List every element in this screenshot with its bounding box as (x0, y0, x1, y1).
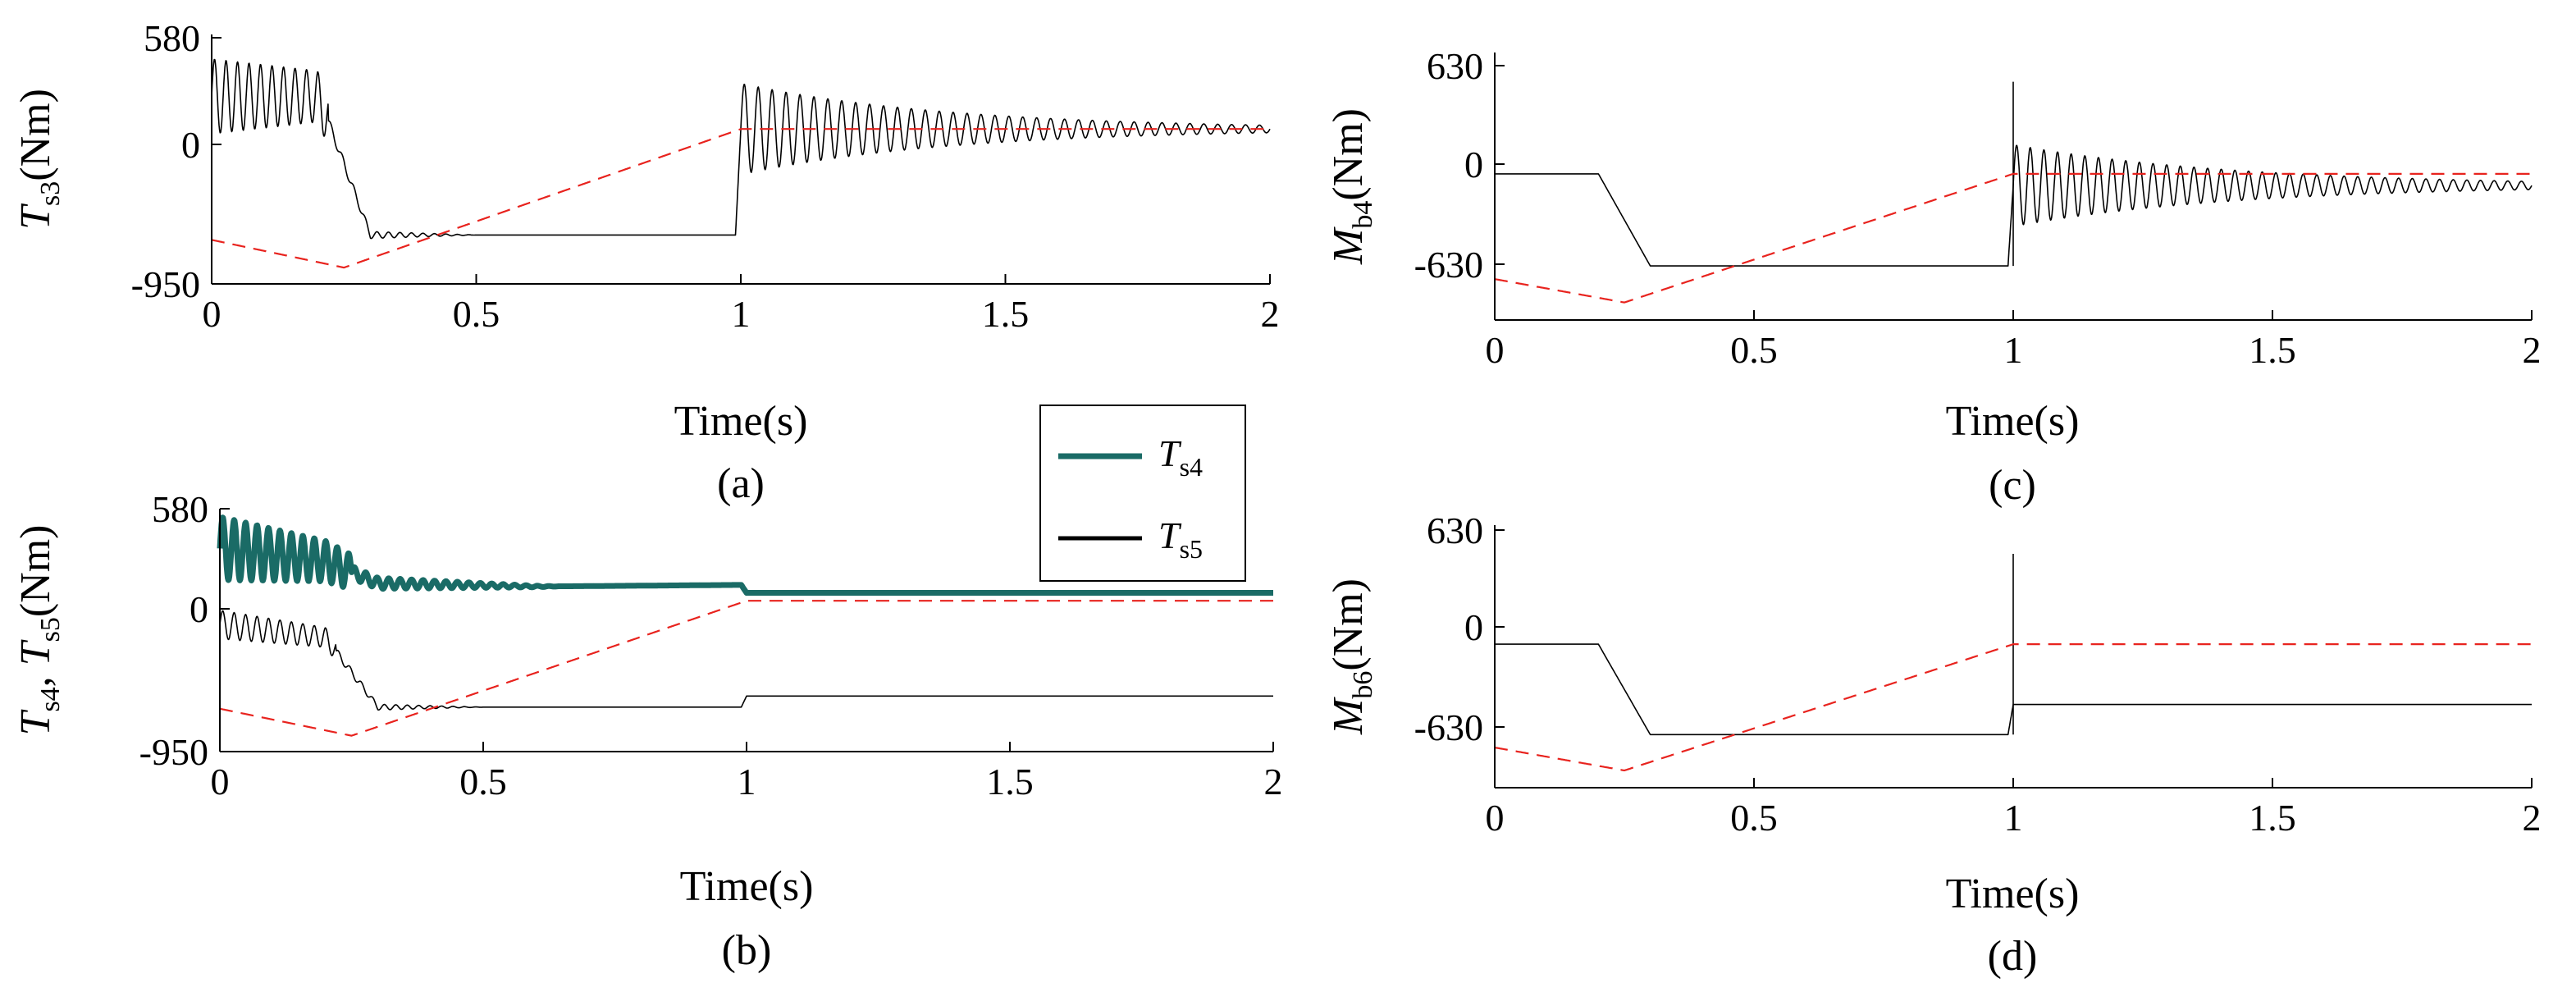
series-reference (1494, 642, 2533, 772)
x-tick-label: 2 (1261, 293, 1280, 335)
y-tick-label: 580 (152, 488, 208, 530)
series-reference (211, 128, 1271, 269)
y-axis-label: Ts3(Nm) (12, 89, 66, 230)
legend-symbol: T (1158, 514, 1182, 556)
y-tick-label: 0 (1464, 144, 1483, 185)
x-tick-label: 1.5 (982, 293, 1030, 335)
x-tick-label: 1 (738, 761, 756, 802)
x-axis-label: Time(s) (1946, 871, 2080, 917)
ylabel-subscript: b4 (1348, 201, 1378, 229)
y-tick-label: 630 (1427, 510, 1483, 551)
legend-box (1039, 405, 1246, 582)
ylabel-subscript: b6 (1348, 671, 1378, 699)
ylabel-symbol: M (1325, 697, 1372, 735)
x-tick-label: 2 (1264, 761, 1283, 802)
ylabel-subscript: s4 (35, 687, 66, 711)
legend-subscript: s4 (1180, 452, 1203, 482)
x-tick-label: 0 (1486, 329, 1505, 371)
series-reference (1494, 172, 2533, 304)
y-tick-label: 580 (144, 17, 200, 59)
x-tick-label: 1 (2004, 329, 2023, 371)
x-tick-label: 1.5 (2249, 329, 2296, 371)
x-tick-label: 0.5 (1730, 329, 1778, 371)
y-tick-label: 0 (181, 124, 200, 166)
series-T_s5 (219, 610, 1274, 711)
y-tick-label: -950 (131, 263, 200, 305)
y-tick-label: 630 (1427, 45, 1483, 87)
caption: (c) (1989, 462, 2036, 509)
x-tick-label: 0 (203, 293, 222, 335)
caption: (b) (722, 927, 772, 974)
ylabel-symbol: T (12, 203, 59, 230)
x-tick-label: 1 (2004, 797, 2023, 839)
x-tick-label: 2 (2523, 797, 2542, 839)
x-tick-label: 1.5 (986, 761, 1034, 802)
caption: (a) (717, 460, 765, 507)
ylabel-symbol: T (12, 639, 59, 665)
y-tick-label: -950 (139, 731, 208, 773)
x-tick-label: 0 (211, 761, 230, 802)
ylabel-separator: , (12, 665, 59, 687)
y-tick-label: -630 (1414, 706, 1483, 748)
x-axis-label: Time(s) (1946, 398, 2080, 445)
ylabel-unit: (Nm) (12, 89, 59, 181)
ylabel-unit: (Nm) (1325, 578, 1372, 671)
x-tick-label: 2 (2523, 329, 2542, 371)
y-tick-label: 0 (190, 588, 208, 630)
x-tick-label: 1.5 (2249, 797, 2296, 839)
chart-d: 0 0.5 1 1.5 2 630 0 -630 Time(s) (d) Mb6(Nm) (1325, 510, 2542, 980)
y-axis-label: Mb4(Nm) (1325, 108, 1378, 265)
legend-label: Ts5 (1158, 514, 1203, 564)
caption: (d) (1988, 933, 2038, 980)
x-tick-label: 0.5 (459, 761, 507, 802)
x-axis-label: Time(s) (680, 863, 814, 910)
ylabel-unit: (Nm) (1325, 108, 1372, 201)
legend-symbol: T (1158, 432, 1182, 474)
ylabel-subscript: s5 (35, 617, 66, 642)
y-axis-label: Mb6(Nm) (1325, 578, 1378, 735)
series-T_s4 (217, 514, 1276, 596)
y-axis-label: Ts4, Ts5(Nm) (12, 525, 66, 736)
ylabel-unit: (Nm) (12, 525, 59, 618)
legend-subscript: s5 (1180, 534, 1203, 564)
x-tick-label: 0 (1486, 797, 1505, 839)
y-tick-label: -630 (1414, 244, 1483, 286)
ylabel-symbol: M (1325, 226, 1372, 265)
x-axis-label: Time(s) (674, 398, 808, 445)
ylabel-subscript: s3 (35, 181, 66, 206)
x-tick-label: 1 (732, 293, 751, 335)
series-T_s3 (211, 58, 1271, 240)
legend-label: Ts4 (1158, 432, 1203, 482)
x-tick-label: 0.5 (453, 293, 500, 335)
ylabel-symbol: T (12, 709, 59, 735)
y-tick-label: 0 (1464, 606, 1483, 648)
series-reference (219, 600, 1274, 737)
chart-c: 0 0.5 1 1.5 2 630 0 -630 Time(s) (c) Mb4(Nm) (1325, 45, 2542, 509)
x-tick-label: 0.5 (1730, 797, 1778, 839)
